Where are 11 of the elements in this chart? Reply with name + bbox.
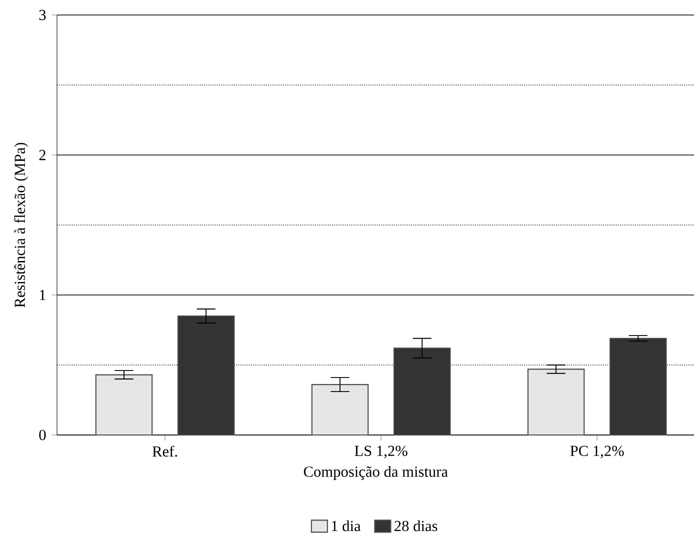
y-tick-label: 1 [40,290,46,300]
legend-label: 1 dia [332,520,361,532]
x-axis-title: Composição da mistura [304,466,448,480]
y-tick-label: 0 [39,430,46,440]
x-tick-label: PC 1,2% [570,446,624,458]
x-tick-label: LS 1,2% [354,446,408,458]
y-axis-title: Resistência à flexão (MPa) [14,142,28,308]
y-tick-label: 2 [39,150,46,160]
y-tick-label: 3 [39,10,46,20]
x-tick-label: Ref. [152,446,178,457]
legend-label: 28 dias [394,520,438,532]
